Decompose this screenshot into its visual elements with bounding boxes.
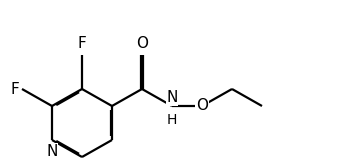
Text: F: F	[77, 36, 86, 51]
Text: H: H	[167, 113, 177, 127]
Text: F: F	[10, 81, 19, 96]
Text: N: N	[46, 144, 58, 159]
Text: O: O	[136, 36, 148, 51]
Text: O: O	[196, 98, 208, 114]
Text: N: N	[166, 90, 178, 105]
